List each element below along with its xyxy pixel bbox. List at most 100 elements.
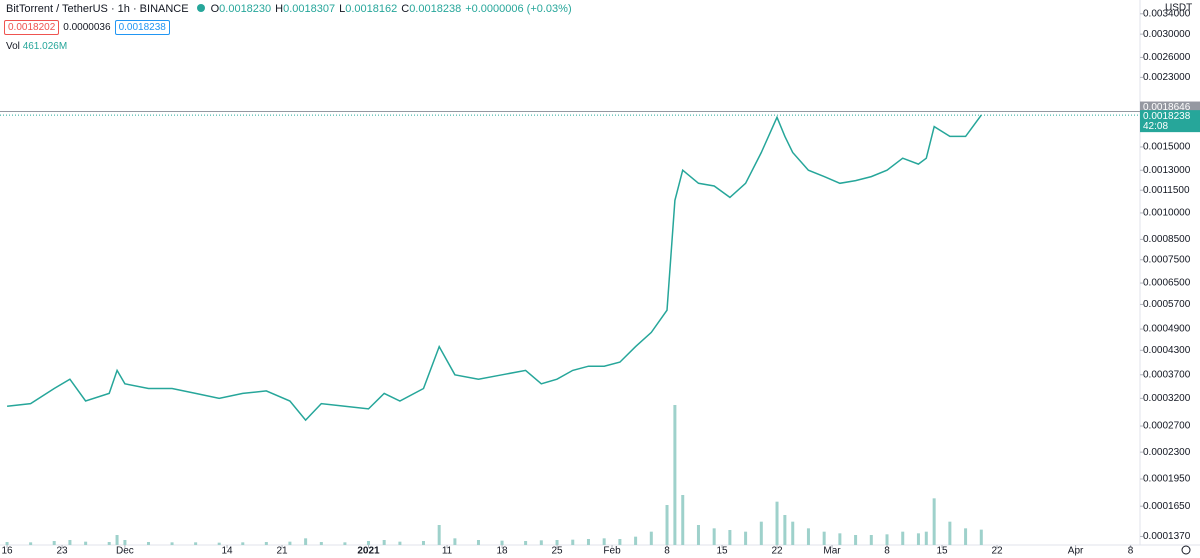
symbol-title: BitTorrent / TetherUS · 1h · BINANCE <box>6 3 189 15</box>
ohlc-label: O <box>210 3 220 15</box>
volume-bar <box>398 541 402 545</box>
volume-bar <box>84 541 88 545</box>
volume-bar <box>421 541 425 545</box>
volume-bar <box>901 531 905 545</box>
volume-bar <box>775 501 779 545</box>
volume-bar <box>854 535 858 545</box>
volume-bar <box>366 541 370 545</box>
volume-bar <box>241 542 245 545</box>
volume-bar <box>68 540 72 545</box>
volume-bar <box>964 528 968 545</box>
volume-legend: Vol 461.026M <box>6 41 67 52</box>
bid[interactable]: 0.0018202 <box>4 20 60 35</box>
volume-bar <box>783 515 787 545</box>
ohlc: O0.0018230 H0.0018307 L0.0018162 C0.0018238 <box>211 3 466 15</box>
y-tick-label: 0.0004900 <box>1143 324 1191 335</box>
currency-label: USDT <box>1165 3 1192 14</box>
volume-bar <box>924 531 928 545</box>
ask[interactable]: 0.0018238 <box>114 20 170 35</box>
y-tick-label: 0.0013000 <box>1143 165 1191 176</box>
countdown-label: 42:08 <box>1143 121 1168 132</box>
volume-bar <box>665 505 669 545</box>
volume-bar <box>288 541 292 545</box>
ohlc-label: H <box>275 3 284 15</box>
volume-bar <box>649 531 653 545</box>
y-tick-label: 0.0003200 <box>1143 393 1191 404</box>
volume-bar <box>107 542 111 545</box>
y-tick-label: 0.0001950 <box>1143 474 1191 485</box>
x-tick-label: 15 <box>936 546 948 557</box>
ohlc-label: C <box>401 3 410 15</box>
y-tick-label: 0.0023000 <box>1143 72 1191 83</box>
x-tick-label: Dec <box>116 546 134 557</box>
volume-bar <box>618 539 622 545</box>
ohlc-value: 0.0018230 <box>219 3 272 15</box>
x-tick-label: 15 <box>716 546 728 557</box>
volume-bar <box>806 528 810 545</box>
y-tick-label: 0.0001650 <box>1143 501 1191 512</box>
ohlc-value: 0.0018307 <box>283 3 336 15</box>
volume-bar <box>123 540 127 545</box>
volume-bar <box>437 525 441 545</box>
x-tick-label: 25 <box>551 546 563 557</box>
volume-bar <box>744 531 748 545</box>
volume-bar <box>822 531 826 545</box>
volume-bar <box>932 498 936 545</box>
x-tick-label: Apr <box>1068 546 1084 557</box>
y-tick-label: 0.0005700 <box>1143 299 1191 310</box>
volume-bar <box>264 542 268 545</box>
x-tick-label: 8 <box>664 546 670 557</box>
volume-bar <box>382 540 386 545</box>
x-tick-label: 21 <box>276 546 288 557</box>
x-tick-label: 22 <box>771 546 783 557</box>
x-tick-label: 2021 <box>357 546 380 557</box>
volume-bar <box>602 538 606 545</box>
volume-bar <box>194 542 198 545</box>
y-tick-label: 0.0002700 <box>1143 421 1191 432</box>
volume-bar <box>539 540 543 545</box>
x-tick-label: 14 <box>221 546 233 557</box>
volume-value: 461.026M <box>22 41 68 52</box>
volume-bar <box>791 521 795 545</box>
y-tick-label: 0.0008500 <box>1143 234 1191 245</box>
volume-bar <box>453 538 457 545</box>
y-tick-label: 0.0004300 <box>1143 345 1191 356</box>
volume-bar <box>869 535 873 545</box>
x-tick-label: Feb <box>603 546 621 557</box>
y-tick-label: 0.0030000 <box>1143 29 1191 40</box>
y-tick-label: 0.0002300 <box>1143 447 1191 458</box>
price-line <box>7 114 982 422</box>
y-tick-label: 0.0015000 <box>1143 142 1191 153</box>
volume-bar <box>217 542 221 545</box>
volume-bar <box>319 542 323 545</box>
volume-bar <box>681 495 685 545</box>
y-tick-label: 0.0001370 <box>1143 531 1191 542</box>
volume-bar <box>979 529 983 545</box>
y-tick-label: 0.0010000 <box>1143 208 1191 219</box>
y-tick-label: 0.0006500 <box>1143 278 1191 289</box>
volume-bar <box>524 541 528 545</box>
volume-bar <box>712 528 716 545</box>
volume-bar <box>916 533 920 545</box>
volume-bar <box>634 536 638 545</box>
ohlc-label: L <box>339 3 346 15</box>
spread: 0.0000036 <box>63 22 111 33</box>
x-tick-label: 8 <box>884 546 890 557</box>
volume-bar <box>586 539 590 545</box>
header: BitTorrent / TetherUS · 1h · BINANCE O0.0… <box>6 3 576 15</box>
volume-bar <box>500 540 504 545</box>
x-tick-label: 22 <box>991 546 1003 557</box>
volume-bar <box>555 540 559 545</box>
y-tick-label: 0.0026000 <box>1143 52 1191 63</box>
x-tick-label: 23 <box>57 546 69 557</box>
x-tick-label: 18 <box>496 546 508 557</box>
volume-bar <box>728 530 732 545</box>
settings-icon[interactable] <box>1181 545 1191 555</box>
y-tick-label: 0.0003700 <box>1143 369 1191 380</box>
volume-bar <box>304 538 308 545</box>
change: +0.0000006 (+0.03%) <box>465 3 572 15</box>
volume-bar <box>29 542 33 545</box>
volume-bar <box>673 405 677 545</box>
volume-bar <box>759 521 763 545</box>
